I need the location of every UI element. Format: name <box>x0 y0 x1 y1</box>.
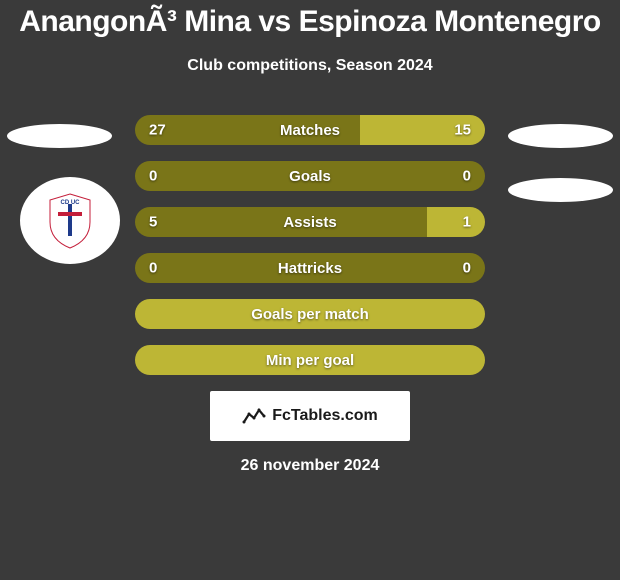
stat-row: Min per goal <box>135 345 485 375</box>
footer-date: 26 november 2024 <box>0 457 620 475</box>
stat-value-left: 0 <box>149 260 157 277</box>
stat-label: Assists <box>283 214 336 231</box>
stat-row: Goals 0 0 <box>135 161 485 191</box>
comparison-subtitle: Club competitions, Season 2024 <box>0 57 620 75</box>
club-left-badge: CD UC <box>20 177 120 264</box>
stat-bars: Matches2715Goals00Assists51Hattricks00Go… <box>135 115 485 375</box>
stat-row: Hattricks 0 0 <box>135 253 485 283</box>
svg-text:CD UC: CD UC <box>61 200 81 206</box>
stat-bar-left <box>135 207 427 237</box>
stat-row: Assists 5 1 <box>135 207 485 237</box>
stat-label: Hattricks <box>278 260 342 277</box>
stat-label: Min per goal <box>266 352 354 369</box>
player-right-avatar <box>508 124 613 148</box>
stat-value-left: 0 <box>149 168 157 185</box>
stat-row: Goals per match <box>135 299 485 329</box>
player-left-avatar <box>7 124 112 148</box>
stat-label: Goals per match <box>251 306 369 323</box>
club-right-badge <box>508 178 613 202</box>
brand-footer: FcTables.com <box>210 391 410 441</box>
stat-value-left: 27 <box>149 122 166 139</box>
stat-bar-right <box>427 207 485 237</box>
stat-value-right: 0 <box>463 260 471 277</box>
stat-value-right: 1 <box>463 214 471 231</box>
stat-value-right: 15 <box>454 122 471 139</box>
stat-label: Goals <box>289 168 331 185</box>
brand-text: FcTables.com <box>272 407 378 425</box>
stat-row: Matches 27 15 <box>135 115 485 145</box>
stat-label: Matches <box>280 122 340 139</box>
comparison-title: AnangonÃ³ Mina vs Espinoza Montenegro <box>0 5 620 39</box>
stat-value-left: 5 <box>149 214 157 231</box>
stat-value-right: 0 <box>463 168 471 185</box>
brand-icon <box>242 406 266 426</box>
